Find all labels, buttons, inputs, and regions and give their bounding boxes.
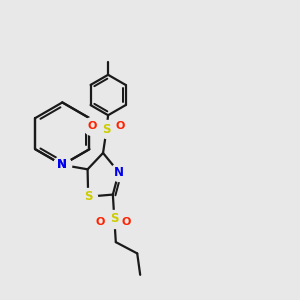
Text: S: S <box>84 190 92 203</box>
Text: N: N <box>57 158 67 171</box>
Text: S: S <box>102 123 111 136</box>
Text: O: O <box>95 217 105 227</box>
Text: N: N <box>114 166 124 179</box>
Text: O: O <box>122 217 131 227</box>
Text: N: N <box>57 158 67 171</box>
Text: O: O <box>115 121 125 131</box>
Text: S: S <box>110 212 118 226</box>
Text: O: O <box>87 121 96 131</box>
